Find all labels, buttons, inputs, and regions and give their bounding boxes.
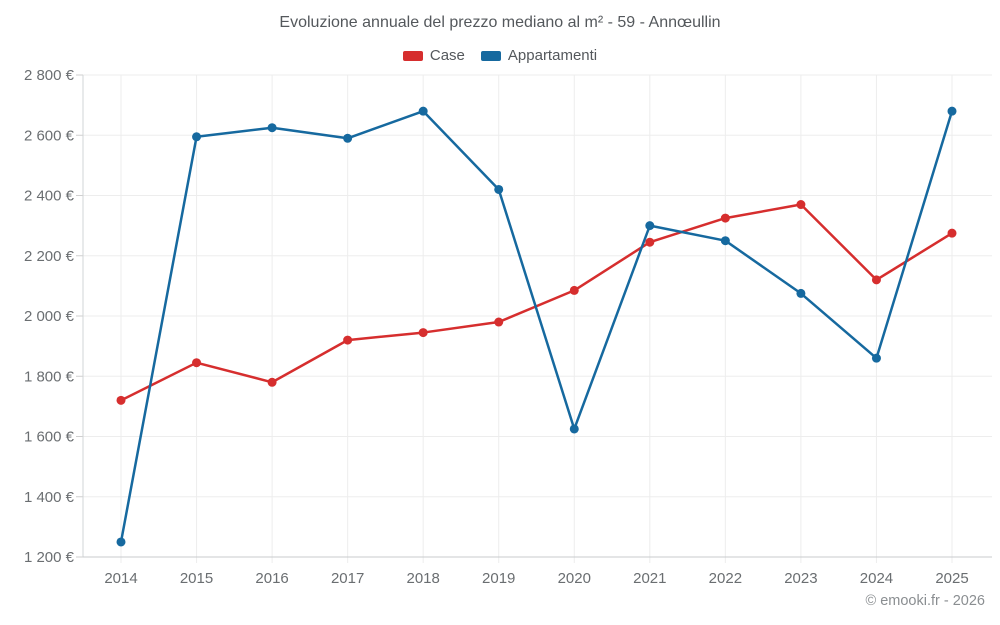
y-tick-label: 2 800 €: [24, 67, 75, 84]
data-point-appartamenti-2021: [645, 221, 655, 231]
x-tick-label: 2024: [860, 570, 893, 587]
data-point-appartamenti-2018: [418, 106, 428, 116]
series-line-case: [119, 203, 954, 402]
case-series-swatch-icon: [402, 50, 423, 61]
x-tick-label: 2022: [709, 570, 742, 587]
data-point-appartamenti-2020: [569, 424, 579, 434]
data-point-case-2014: [116, 395, 126, 405]
x-tick-label: 2018: [406, 570, 439, 587]
y-tick-label: 1 600 €: [24, 429, 75, 446]
legend-label-case: Case: [429, 47, 465, 64]
legend: Case Appartamenti: [0, 47, 1000, 64]
data-point-appartamenti-2023: [796, 288, 806, 298]
x-tick-label: 2021: [633, 570, 666, 587]
x-tick-label: 2025: [935, 570, 968, 587]
y-tick-label: 1 200 €: [24, 549, 75, 566]
data-point-case-2018: [418, 328, 428, 338]
y-tick-label: 2 000 €: [24, 308, 75, 325]
data-point-case-2019: [494, 317, 504, 327]
data-point-appartamenti-2015: [192, 132, 202, 142]
x-tick-label: 2017: [331, 570, 364, 587]
x-tick-label: 2015: [180, 570, 213, 587]
x-tick-label: 2020: [558, 570, 591, 587]
data-point-appartamenti-2014: [116, 537, 126, 547]
y-tick-label: 2 200 €: [24, 248, 75, 265]
data-point-case-2016: [267, 377, 277, 387]
data-point-case-2023: [796, 200, 806, 210]
data-point-appartamenti-2016: [267, 123, 277, 133]
data-point-appartamenti-2024: [871, 353, 881, 363]
data-point-appartamenti-2025: [947, 106, 957, 116]
legend-item-case[interactable]: Case: [402, 47, 465, 64]
series-line-appartamenti: [119, 109, 954, 544]
data-point-case-2024: [871, 275, 881, 285]
x-tick-label: 2019: [482, 570, 515, 587]
data-point-case-2015: [192, 358, 202, 368]
legend-label-appartamenti: Appartamenti: [507, 47, 598, 64]
data-point-case-2020: [569, 285, 579, 295]
appartamenti-series-swatch-icon: [480, 50, 501, 61]
data-point-appartamenti-2019: [494, 184, 504, 194]
y-tick-label: 2 400 €: [24, 188, 75, 205]
x-tick-label: 2016: [255, 570, 288, 587]
copyright: © emooki.fr - 2026: [865, 593, 985, 609]
y-tick-label: 1 400 €: [24, 489, 75, 506]
x-tick-label: 2023: [784, 570, 817, 587]
y-tick-label: 1 800 €: [24, 368, 75, 385]
data-point-appartamenti-2017: [343, 133, 353, 143]
data-point-case-2017: [343, 335, 353, 345]
y-tick-label: 2 600 €: [24, 127, 75, 144]
data-point-case-2021: [645, 237, 655, 247]
chart-title: Evoluzione annuale del prezzo mediano al…: [279, 14, 721, 31]
x-tick-label: 2014: [104, 570, 137, 587]
data-point-case-2025: [947, 228, 957, 238]
data-point-case-2022: [720, 213, 730, 223]
legend-item-appartamenti[interactable]: Appartamenti: [480, 47, 598, 64]
data-point-appartamenti-2022: [720, 236, 730, 246]
